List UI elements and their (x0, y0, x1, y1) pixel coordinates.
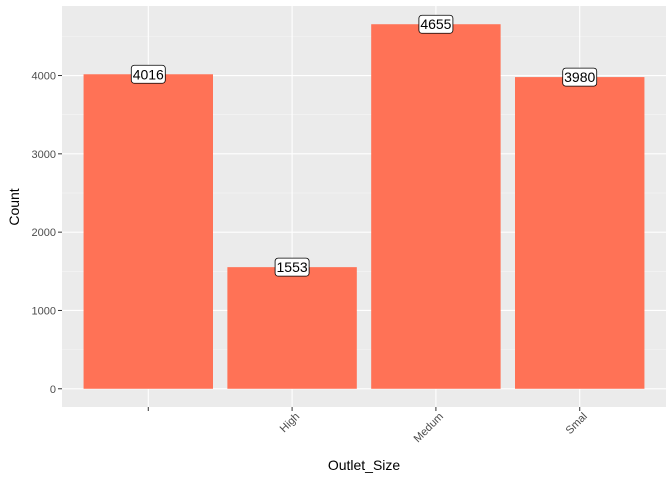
bar (83, 74, 213, 389)
x-tick-label: Smal (564, 411, 590, 437)
x-tick-label: Medum (412, 411, 446, 445)
y-axis-title: Count (6, 188, 22, 225)
data-label-box (418, 14, 454, 34)
data-label-box (274, 257, 310, 277)
y-tick-label: 0 (50, 384, 56, 396)
data-label-box (562, 67, 598, 87)
y-tick-label: 4000 (32, 71, 56, 83)
x-tick-label: High (278, 411, 302, 435)
y-tick-label: 1000 (32, 305, 56, 317)
bar (515, 77, 645, 389)
y-tick-label: 3000 (32, 149, 56, 161)
bar (371, 24, 501, 389)
x-axis-ticks: High Medum Smal (147, 407, 590, 445)
data-label-box (130, 64, 166, 84)
x-axis-title: Outlet_Size (328, 457, 401, 473)
bar (227, 267, 357, 389)
data-label: 1553 (277, 259, 308, 275)
data-labels: 4016 1553 4655 3980 (130, 14, 598, 277)
y-axis-ticks: 0 1000 2000 3000 4000 (32, 71, 62, 396)
bars (83, 24, 645, 389)
data-label: 4655 (420, 16, 451, 32)
y-tick-label: 2000 (32, 227, 56, 239)
data-label: 3980 (564, 69, 595, 85)
data-label: 4016 (133, 66, 164, 82)
